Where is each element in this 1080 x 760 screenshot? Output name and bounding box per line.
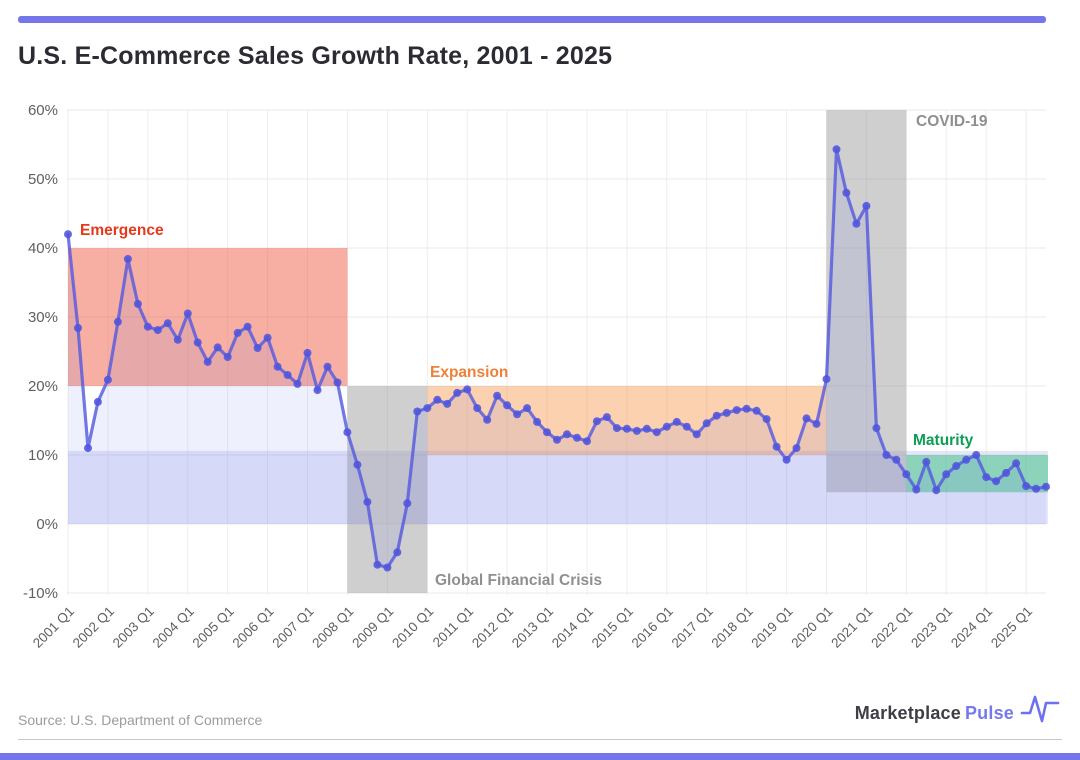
svg-text:-10%: -10% <box>23 585 58 602</box>
bottom-accent-bar <box>0 753 1080 760</box>
page-title: U.S. E-Commerce Sales Growth Rate, 2001 … <box>18 42 613 70</box>
svg-text:2003 Q1: 2003 Q1 <box>110 604 157 651</box>
svg-text:2021 Q1: 2021 Q1 <box>828 604 875 651</box>
svg-text:2014 Q1: 2014 Q1 <box>549 604 596 651</box>
series-area <box>68 149 1046 568</box>
svg-text:2022 Q1: 2022 Q1 <box>868 604 915 651</box>
grid <box>67 109 1046 595</box>
band-labels: Emergence Expansion Maturity Global Financi… <box>80 113 988 589</box>
svg-text:2012 Q1: 2012 Q1 <box>469 604 516 651</box>
svg-text:2019 Q1: 2019 Q1 <box>748 604 795 651</box>
svg-text:2010 Q1: 2010 Q1 <box>389 604 436 651</box>
svg-text:20%: 20% <box>28 378 58 395</box>
source-note: Source: U.S. Department of Commerce <box>18 712 263 728</box>
svg-text:50%: 50% <box>28 171 58 188</box>
svg-text:2024 Q1: 2024 Q1 <box>948 604 995 651</box>
svg-text:0%: 0% <box>36 516 58 533</box>
svg-text:2004 Q1: 2004 Q1 <box>150 604 197 651</box>
svg-text:2016 Q1: 2016 Q1 <box>629 604 676 651</box>
svg-text:2023 Q1: 2023 Q1 <box>908 604 955 651</box>
svg-text:2001 Q1: 2001 Q1 <box>30 604 77 651</box>
svg-text:2008 Q1: 2008 Q1 <box>309 604 356 651</box>
top-accent-bar <box>18 16 1046 23</box>
svg-text:COVID-19: COVID-19 <box>916 113 988 130</box>
svg-text:40%: 40% <box>28 240 58 257</box>
series-points <box>64 145 1050 572</box>
svg-text:Expansion: Expansion <box>430 364 508 381</box>
svg-text:2013 Q1: 2013 Q1 <box>509 604 556 651</box>
svg-text:2007 Q1: 2007 Q1 <box>269 604 316 651</box>
svg-text:Emergence: Emergence <box>80 222 164 239</box>
y-axis-labels: 60% 50% 40% 30% 20% 10% 0% -10% <box>23 102 58 602</box>
brand-pulse: Pulse <box>964 702 1014 723</box>
svg-text:2020 Q1: 2020 Q1 <box>788 604 835 651</box>
svg-text:2018 Q1: 2018 Q1 <box>709 604 756 651</box>
svg-text:2005 Q1: 2005 Q1 <box>190 604 237 651</box>
growth-rate-chart: 60% 50% 40% 30% 20% 10% 0% -10% 2001 Q1 2002 Q1 20… <box>23 102 1050 651</box>
svg-text:Global Financial Crisis: Global Financial Crisis <box>435 572 602 589</box>
svg-text:2009 Q1: 2009 Q1 <box>349 604 396 651</box>
svg-text:2011 Q1: 2011 Q1 <box>430 604 477 651</box>
svg-text:60%: 60% <box>28 102 58 119</box>
brand-logo: Marketplace Pulse <box>854 695 1060 725</box>
svg-text:10%: 10% <box>28 447 58 464</box>
svg-text:Maturity: Maturity <box>913 432 974 449</box>
svg-text:2025 Q1: 2025 Q1 <box>988 604 1035 651</box>
pulse-icon <box>1020 695 1060 723</box>
svg-text:2015 Q1: 2015 Q1 <box>589 604 636 651</box>
svg-text:30%: 30% <box>28 309 58 326</box>
svg-text:2002 Q1: 2002 Q1 <box>70 604 117 651</box>
brand-marketplace: Marketplace <box>854 702 961 723</box>
svg-text:2006 Q1: 2006 Q1 <box>229 604 276 651</box>
footer-divider <box>18 739 1062 740</box>
svg-text:2017 Q1: 2017 Q1 <box>669 604 716 651</box>
